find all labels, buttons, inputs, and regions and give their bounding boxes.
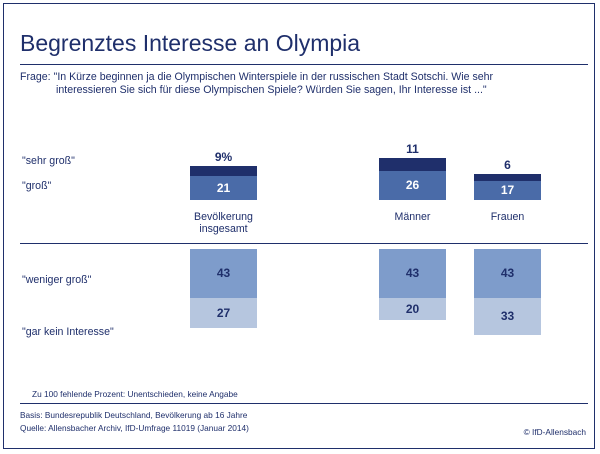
label-sehr-gross-value-1: 11 [406, 142, 419, 157]
footnote-source: Quelle: Allensbacher Archiv, IfD-Umfrage… [20, 423, 249, 433]
footer-rule [20, 403, 588, 404]
bar-sehr-gross-1 [379, 158, 446, 171]
divider-rule [20, 243, 588, 244]
question-line-1: Frage: "In Kürze beginnen ja die Olympis… [20, 71, 494, 83]
chart-frame [3, 3, 595, 449]
bar-gross-2: 17 [474, 180, 541, 200]
bar-gross-1: 26 [379, 170, 446, 200]
category-label-1: Männer [359, 211, 466, 223]
footnote-basis: Basis: Bundesrepublik Deutschland, Bevöl… [20, 410, 248, 420]
copyright-credit: © IfD-Allensbach [523, 427, 586, 437]
category-label-line: Bevölkerung [194, 211, 253, 223]
bar-weniger-gross-2: 43 [474, 249, 541, 298]
question-line-2: interessieren Sie sich für diese Olympis… [56, 84, 487, 96]
category-label-0: Bevölkerung insgesamt [170, 211, 277, 235]
chart-title: Begrenztes Interesse an Olympia [20, 30, 361, 56]
bar-sehr-gross-2 [474, 174, 541, 181]
label-gross: "groß" [22, 180, 52, 192]
label-sehr-gross-value-2: 6 [504, 158, 511, 172]
bar-gar-kein-interesse-2: 33 [474, 297, 541, 335]
label-sehr-gross: "sehr groß" [22, 155, 75, 167]
question-text: Frage: "In Kürze beginnen ja die Olympis… [20, 71, 493, 97]
bar-weniger-gross-1: 43 [379, 249, 446, 298]
label-gar-kein-interesse: "gar kein Interesse" [22, 326, 114, 338]
bar-weniger-gross-0: 43 [190, 249, 257, 298]
bar-gar-kein-interesse-1: 20 [379, 297, 446, 321]
category-label-line: Frauen [490, 211, 525, 223]
category-label-line: insgesamt [199, 223, 248, 235]
label-weniger-gross: "weniger groß" [22, 274, 92, 286]
footnote-missing: Zu 100 fehlende Prozent: Unentschieden, … [32, 389, 238, 399]
bar-gar-kein-interesse-0: 27 [190, 297, 257, 329]
bar-gross-0: 21 [190, 176, 257, 200]
category-label-2: Frauen [454, 211, 561, 223]
label-sehr-gross-value-0: 9% [214, 150, 233, 165]
category-label-line: Männer [394, 211, 431, 223]
bar-sehr-gross-0 [190, 166, 257, 177]
title-rule [20, 64, 588, 65]
